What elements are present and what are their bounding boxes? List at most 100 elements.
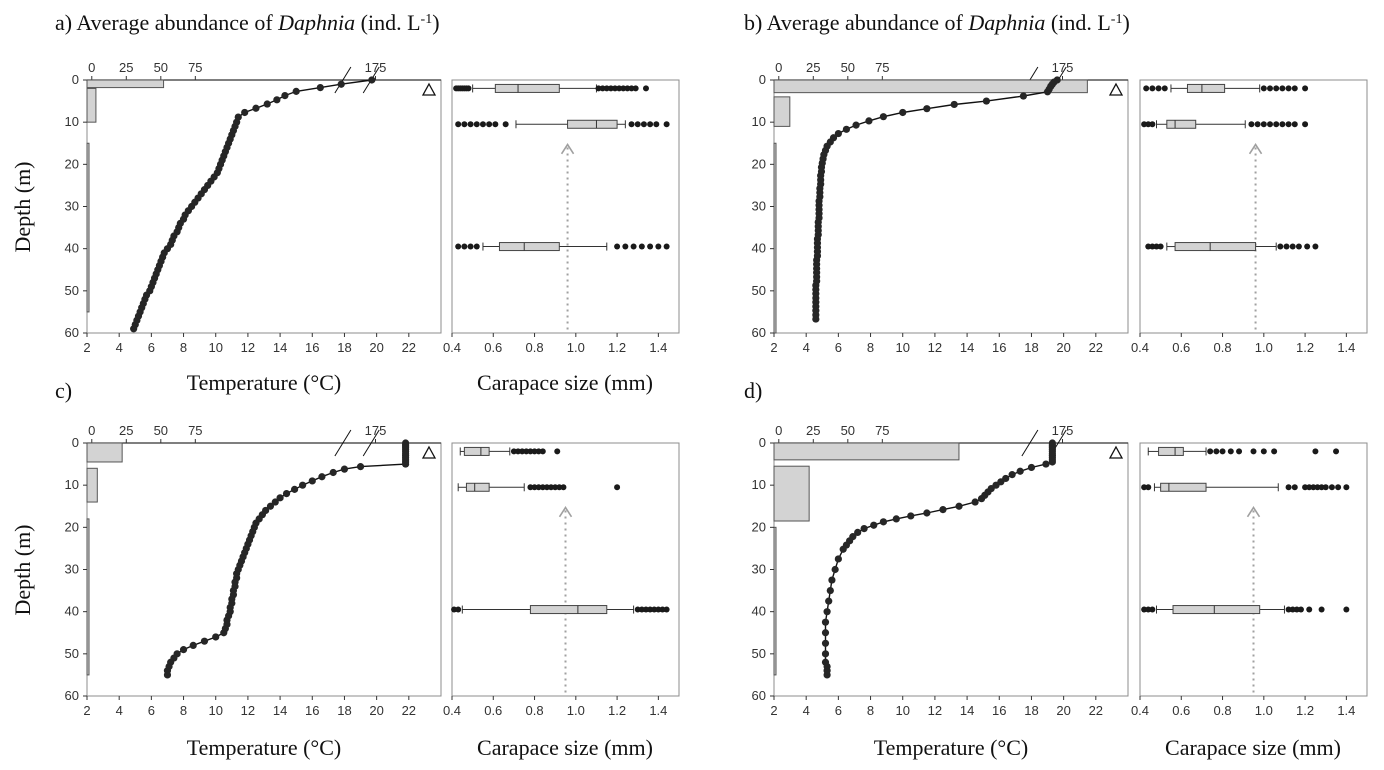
temperature-point [839, 545, 847, 553]
size-outlier [1302, 484, 1309, 491]
temperature-tick-label: 22 [1089, 703, 1103, 718]
carapace-plot-frame [1139, 79, 1368, 334]
size-outlier [603, 85, 610, 92]
size-outlier [1289, 606, 1296, 613]
size-outlier [1285, 484, 1292, 491]
abundance-bar [86, 87, 97, 123]
size-outlier [632, 85, 639, 92]
size-outlier [461, 243, 468, 250]
panel-d: d) 0 25 50 75 175 0 10 20 30 40 50 60 2 4 6 8 10 12 14 16 18… [744, 378, 1368, 760]
size-outlier [1295, 243, 1302, 250]
temperature-point [281, 92, 289, 100]
temperature-tick-label: 6 [835, 703, 842, 718]
temperature-tick-label: 2 [770, 340, 777, 355]
size-outlier [1279, 121, 1286, 128]
temperature-point [823, 671, 831, 679]
panel-title: d) [744, 378, 762, 403]
abundance-tick-label: 50 [841, 60, 855, 75]
abundance-bar [773, 79, 1088, 94]
carapace-axis-label: Carapace size (mm) [477, 370, 653, 395]
abundance-tick-label: 50 [154, 423, 168, 438]
arrow-up-icon [560, 143, 575, 155]
size-outlier [1302, 121, 1309, 128]
temperature-tick-label: 10 [895, 703, 909, 718]
size-tick-label: 0.6 [484, 340, 502, 355]
size-box [1174, 242, 1257, 252]
temperature-point [329, 468, 337, 477]
temperature-tick-label: 4 [803, 340, 810, 355]
size-outlier [655, 606, 662, 613]
temperature-point [977, 495, 986, 503]
size-tick-label: 0.6 [484, 703, 502, 718]
size-outlier [1260, 85, 1267, 92]
abundance-tick-label: 50 [841, 423, 855, 438]
size-outlier [461, 121, 468, 128]
temperature-point [939, 506, 947, 514]
temperature-point [200, 637, 209, 645]
abundance-tick-label: 175 [365, 423, 387, 438]
size-outlier [1285, 85, 1292, 92]
temperature-tick-label: 4 [116, 703, 123, 718]
panel-title: a) Average abundance of Daphnia (ind. L-… [55, 10, 440, 35]
axis-break-mark [334, 66, 352, 94]
temperature-point [971, 498, 979, 506]
temperature-point [356, 463, 365, 471]
size-outlier [535, 448, 542, 455]
temperature-point [220, 629, 228, 637]
depth-tick-label: 60 [752, 325, 766, 340]
temperature-tick-label: 14 [273, 703, 287, 718]
size-box [1166, 119, 1197, 129]
temperature-tick-label: 10 [208, 703, 222, 718]
size-outlier [1291, 85, 1298, 92]
temperature-point [854, 528, 862, 536]
depth-tick-label: 20 [752, 156, 766, 171]
depth-tick-label: 30 [752, 562, 766, 577]
size-outlier [1227, 448, 1234, 455]
temperature-point [870, 521, 878, 529]
size-outlier [1283, 243, 1290, 250]
abundance-bar [86, 518, 90, 676]
temperature-plot-frame [773, 442, 1129, 697]
temperature-point [402, 460, 410, 468]
abundance-tick-label: 0 [775, 60, 782, 75]
size-tick-label: 0.4 [1131, 340, 1149, 355]
carapace-plot-frame [451, 79, 680, 334]
abundance-tick-label: 175 [1052, 423, 1074, 438]
temperature-point [130, 325, 138, 333]
size-box [567, 119, 618, 129]
abundance-tick-label: 0 [775, 423, 782, 438]
size-outlier [647, 121, 654, 128]
depth-tick-label: 0 [759, 435, 766, 450]
size-outlier [620, 85, 627, 92]
size-outlier [455, 121, 462, 128]
size-outlier [455, 243, 462, 250]
size-tick-label: 1.2 [608, 703, 626, 718]
panel-label: d) [744, 378, 762, 403]
size-outlier [638, 606, 645, 613]
size-box [463, 446, 490, 456]
size-outlier [1254, 121, 1261, 128]
size-outlier [1343, 606, 1350, 613]
temperature-profile-line [815, 79, 1058, 320]
size-tick-label: 0.8 [1214, 703, 1232, 718]
temperature-tick-label: 18 [337, 703, 351, 718]
temperature-point [879, 113, 888, 121]
size-outlier [1291, 484, 1298, 491]
panel-label: b) [744, 10, 762, 35]
title-pre: Average abundance of [767, 10, 969, 35]
size-outlier [607, 85, 614, 92]
abundance-bar [86, 467, 98, 503]
size-outlier [1149, 243, 1156, 250]
depth-tick-label: 50 [752, 283, 766, 298]
size-tick-label: 1.4 [649, 340, 667, 355]
size-tick-label: 1.0 [567, 703, 585, 718]
depth-tick-label: 10 [752, 477, 766, 492]
size-outlier [1306, 484, 1313, 491]
size-box [1186, 83, 1226, 93]
size-outlier [515, 448, 522, 455]
triangle-marker-icon [421, 445, 437, 459]
depth-tick-label: 30 [65, 199, 79, 214]
size-outlier [1302, 85, 1309, 92]
size-outlier [1285, 606, 1292, 613]
abundance-tick-label: 25 [119, 423, 133, 438]
